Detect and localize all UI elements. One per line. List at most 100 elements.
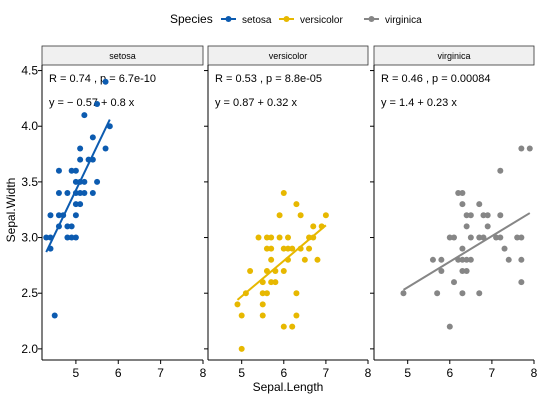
data-point bbox=[81, 190, 88, 197]
data-point bbox=[94, 178, 101, 185]
data-point bbox=[263, 234, 270, 241]
facet-strip-label: virginica bbox=[437, 51, 470, 61]
data-point bbox=[77, 145, 84, 152]
data-point bbox=[68, 234, 75, 241]
legend-key-point bbox=[283, 16, 290, 22]
data-point bbox=[434, 290, 441, 297]
data-point bbox=[259, 290, 266, 297]
facet-strip bbox=[373, 45, 535, 66]
data-point bbox=[72, 234, 79, 241]
data-point bbox=[480, 234, 487, 241]
y-tick-label: 2.0 bbox=[21, 342, 38, 356]
data-point bbox=[497, 167, 504, 174]
data-point bbox=[64, 223, 71, 230]
regression-line bbox=[236, 224, 327, 301]
data-point bbox=[459, 201, 466, 208]
data-point bbox=[268, 234, 275, 241]
y-axis-title: Sepal.Width bbox=[4, 178, 18, 243]
data-point bbox=[72, 201, 79, 208]
data-point bbox=[476, 234, 483, 241]
data-point bbox=[476, 201, 483, 208]
data-point bbox=[505, 256, 512, 263]
data-point bbox=[263, 267, 270, 274]
data-point bbox=[459, 267, 466, 274]
data-point bbox=[43, 234, 50, 241]
x-tick-label: 5 bbox=[73, 366, 80, 380]
data-point bbox=[526, 145, 533, 152]
annotation-equation: y = 0.87 + 0.32 x bbox=[215, 97, 297, 109]
data-point bbox=[72, 178, 79, 185]
data-point bbox=[451, 279, 457, 286]
legend-entry: versicolor bbox=[300, 15, 343, 26]
data-point bbox=[310, 223, 317, 230]
regression-line bbox=[402, 212, 531, 291]
x-tick-label: 6 bbox=[446, 366, 453, 380]
data-point bbox=[280, 190, 287, 197]
data-point bbox=[455, 190, 462, 197]
annotation-r: R = 0.53 , p = 8.8e-05 bbox=[215, 73, 322, 85]
data-point bbox=[77, 201, 84, 208]
data-point bbox=[438, 256, 445, 263]
data-point bbox=[293, 312, 300, 319]
legend-entry: virginica bbox=[385, 15, 422, 26]
data-point bbox=[497, 234, 504, 241]
data-point bbox=[438, 267, 445, 274]
data-point bbox=[263, 245, 270, 252]
data-point bbox=[322, 212, 329, 219]
data-point bbox=[77, 190, 84, 197]
annotation-r: R = 0.46 , p = 0.00084 bbox=[381, 73, 490, 85]
legend-title: Species bbox=[170, 12, 213, 26]
y-tick-label: 3.0 bbox=[21, 231, 38, 245]
data-point bbox=[102, 145, 109, 152]
data-point bbox=[467, 256, 474, 263]
data-point bbox=[276, 212, 283, 219]
data-point bbox=[276, 234, 283, 241]
data-point bbox=[446, 323, 453, 330]
x-tick-label: 7 bbox=[323, 366, 330, 380]
data-point bbox=[463, 267, 470, 274]
data-point bbox=[47, 212, 54, 219]
data-point bbox=[314, 256, 321, 263]
data-point bbox=[89, 190, 96, 197]
legend-key-point bbox=[368, 16, 375, 22]
data-point bbox=[55, 167, 62, 174]
facet-strip bbox=[207, 45, 369, 66]
data-point bbox=[255, 234, 262, 241]
x-tick-label: 8 bbox=[200, 366, 207, 380]
data-point bbox=[72, 212, 79, 219]
data-point bbox=[480, 212, 487, 219]
data-point bbox=[268, 279, 275, 286]
regression-line bbox=[45, 119, 111, 253]
data-point bbox=[94, 100, 101, 107]
y-tick-label: 4.5 bbox=[21, 64, 38, 78]
data-point bbox=[272, 279, 279, 286]
x-axis-title: Sepal.Length bbox=[253, 380, 324, 394]
data-point bbox=[459, 190, 466, 197]
y-tick-label: 3.5 bbox=[21, 175, 38, 189]
data-point bbox=[293, 290, 300, 297]
data-point bbox=[89, 134, 96, 141]
data-point bbox=[297, 212, 304, 219]
data-point bbox=[518, 145, 525, 152]
data-point bbox=[467, 212, 474, 219]
data-point bbox=[476, 290, 483, 297]
data-point bbox=[463, 256, 470, 263]
annotation-equation: y = 1.4 + 0.23 x bbox=[381, 97, 457, 109]
data-point bbox=[518, 279, 525, 286]
data-point bbox=[102, 78, 109, 85]
x-tick-label: 5 bbox=[238, 366, 245, 380]
data-point bbox=[518, 234, 525, 241]
data-point bbox=[459, 290, 466, 297]
data-point bbox=[268, 245, 275, 252]
data-point bbox=[51, 312, 58, 319]
data-point bbox=[459, 245, 466, 252]
data-point bbox=[263, 290, 270, 297]
data-point bbox=[429, 256, 436, 263]
data-point bbox=[463, 223, 470, 230]
x-tick-label: 7 bbox=[489, 366, 496, 380]
data-point bbox=[467, 234, 474, 241]
data-point bbox=[301, 256, 308, 263]
data-point bbox=[501, 245, 508, 252]
data-point bbox=[238, 312, 245, 319]
data-point bbox=[81, 178, 88, 185]
